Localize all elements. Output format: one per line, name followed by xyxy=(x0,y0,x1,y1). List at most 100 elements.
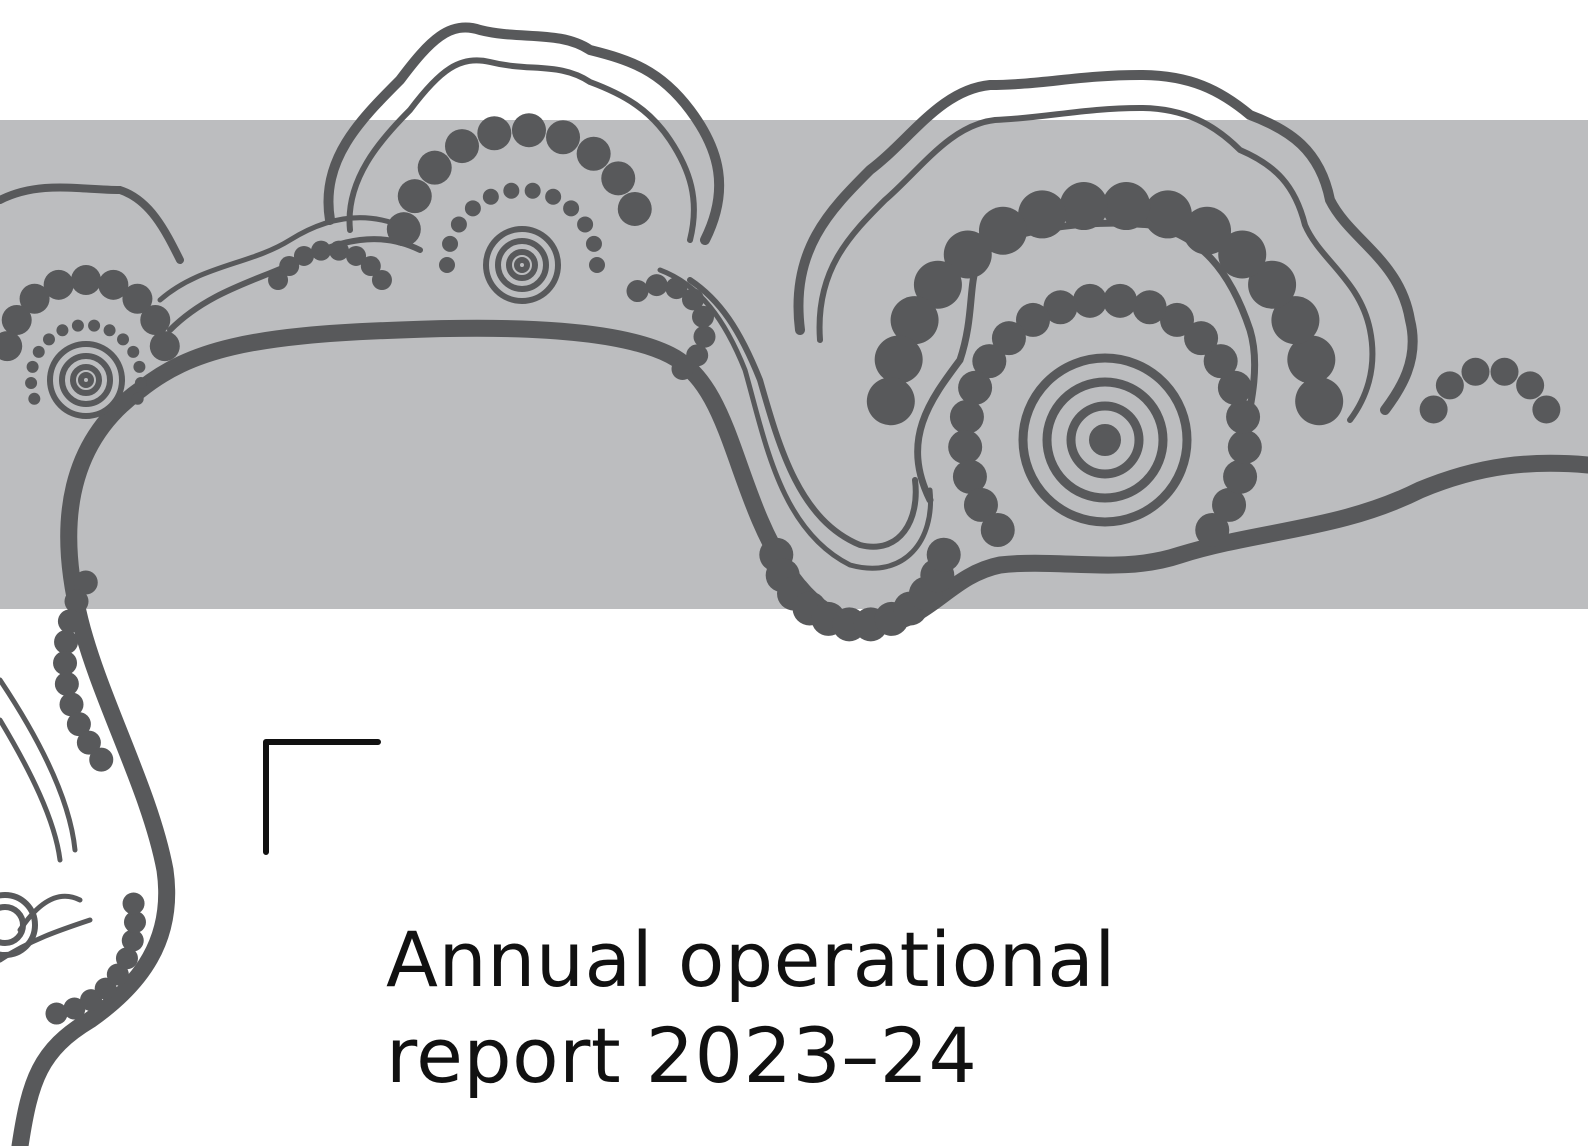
dot xyxy=(1103,283,1138,318)
dot xyxy=(576,136,611,171)
dot xyxy=(1287,335,1336,384)
dot xyxy=(874,335,923,384)
dot xyxy=(1059,182,1108,231)
dot xyxy=(121,929,144,952)
dot xyxy=(98,269,129,300)
dot xyxy=(926,537,961,572)
dot xyxy=(1461,357,1490,386)
dot xyxy=(311,240,332,261)
dot xyxy=(503,182,520,199)
dot xyxy=(577,216,594,233)
dot xyxy=(43,269,74,300)
dot xyxy=(482,188,499,205)
mound-outline xyxy=(816,104,1376,423)
dot xyxy=(1212,487,1247,522)
dot xyxy=(71,265,101,295)
dot xyxy=(53,651,78,676)
dot xyxy=(445,129,479,164)
dot xyxy=(681,288,704,311)
dot xyxy=(511,113,546,148)
dot xyxy=(19,283,50,314)
dot xyxy=(346,245,367,266)
dot xyxy=(279,256,300,277)
dot xyxy=(1160,302,1195,337)
dot xyxy=(546,120,581,155)
dot xyxy=(59,692,84,717)
dot xyxy=(76,730,101,755)
dot xyxy=(25,376,38,389)
dot xyxy=(45,1002,68,1025)
dot xyxy=(134,376,147,389)
dot xyxy=(963,487,998,522)
dot xyxy=(545,188,562,205)
dot xyxy=(450,216,467,233)
dot xyxy=(1295,377,1344,426)
aboriginal-artwork xyxy=(0,22,1588,1146)
dot xyxy=(589,257,605,273)
dot xyxy=(1015,302,1050,337)
dot xyxy=(1532,395,1561,424)
dot xyxy=(54,630,79,655)
dot xyxy=(866,377,915,426)
dot xyxy=(71,319,84,332)
dot xyxy=(617,191,652,226)
dot xyxy=(464,200,481,217)
report-title: Annual operational report 2023–24 xyxy=(386,912,1116,1104)
main-line xyxy=(11,319,1588,1146)
dot xyxy=(1419,395,1448,424)
title-line: Annual operational xyxy=(386,915,1116,1004)
wave-line xyxy=(157,215,413,303)
dot xyxy=(1516,371,1545,400)
dot xyxy=(943,230,992,279)
dot xyxy=(524,182,541,199)
dot xyxy=(293,245,314,266)
dot xyxy=(106,963,129,986)
dot xyxy=(32,345,45,358)
dot xyxy=(117,333,130,346)
dot xyxy=(42,333,55,346)
dot xyxy=(601,161,636,196)
title-line: report 2023–24 xyxy=(386,1011,978,1100)
dot xyxy=(26,360,39,373)
dot xyxy=(442,235,459,252)
gray-band xyxy=(0,120,1588,609)
dot xyxy=(1195,512,1230,547)
dot xyxy=(89,747,114,772)
corner-bracket xyxy=(263,739,381,855)
dot xyxy=(103,324,116,337)
dot xyxy=(386,212,421,247)
dot xyxy=(645,274,668,297)
dot xyxy=(626,280,649,303)
dot xyxy=(913,260,962,309)
wave-line xyxy=(687,277,919,550)
dot xyxy=(1203,344,1238,379)
dot xyxy=(268,270,289,290)
mound-outline xyxy=(793,69,1418,415)
dot xyxy=(328,240,349,261)
dot xyxy=(133,360,146,373)
dot xyxy=(28,392,41,405)
dot xyxy=(0,331,23,362)
dot xyxy=(1218,230,1267,279)
dot xyxy=(477,116,512,151)
dot xyxy=(980,512,1015,547)
concentric-circles xyxy=(0,226,1192,958)
dot xyxy=(1184,321,1219,356)
dot xyxy=(371,270,392,290)
dot xyxy=(149,331,180,362)
dot xyxy=(585,235,602,252)
dot xyxy=(1018,190,1067,239)
dot xyxy=(665,277,688,300)
dot xyxy=(972,344,1007,379)
dot xyxy=(958,370,993,405)
dot xyxy=(1227,429,1262,464)
dot xyxy=(1143,190,1192,239)
dot xyxy=(1226,399,1261,434)
dot xyxy=(140,305,171,335)
dot xyxy=(671,357,694,380)
dot xyxy=(122,892,145,915)
dot xyxy=(949,399,984,434)
dot xyxy=(1217,370,1252,405)
dot xyxy=(73,570,98,595)
